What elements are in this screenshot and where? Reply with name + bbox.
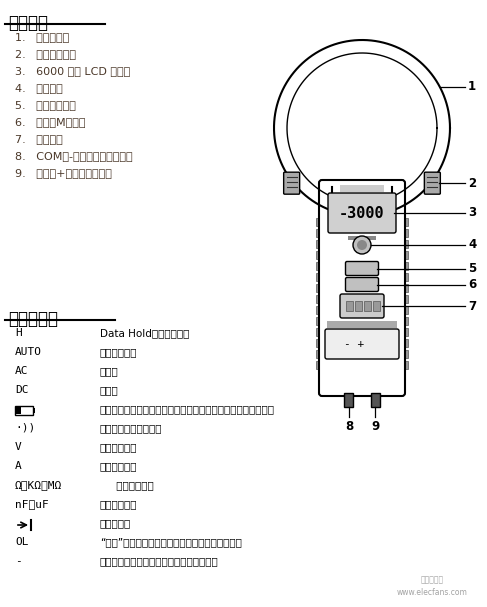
Bar <box>373 301 380 311</box>
Bar <box>402 262 408 270</box>
Bar <box>344 393 353 407</box>
Text: 负号（负值），当测量值为负数时用此符号: 负号（负值），当测量值为负数时用此符号 <box>100 556 219 566</box>
Text: 8: 8 <box>345 420 353 433</box>
Text: 5: 5 <box>468 262 476 275</box>
Text: 电子发烧友
www.elecfans.com: 电子发烧友 www.elecfans.com <box>396 575 468 597</box>
Bar <box>316 306 322 314</box>
Bar <box>316 295 322 303</box>
Text: 自动量程模式: 自动量程模式 <box>100 347 137 357</box>
Text: AC: AC <box>15 366 29 376</box>
Text: 电压测量单位: 电压测量单位 <box>100 442 137 452</box>
Text: A: A <box>15 461 22 471</box>
Bar <box>402 361 408 369</box>
Bar <box>402 284 408 292</box>
Text: Data Hold（数据保持）: Data Hold（数据保持） <box>100 328 189 338</box>
Bar <box>316 284 322 292</box>
Text: 交流电: 交流电 <box>100 366 119 376</box>
Bar <box>33 408 35 413</box>
Bar <box>316 361 322 369</box>
Bar <box>316 229 322 237</box>
Text: 2.   钳头锁定装置: 2. 钳头锁定装置 <box>15 49 76 59</box>
Bar <box>402 273 408 281</box>
Text: 7.   功能拨盘: 7. 功能拨盘 <box>15 134 63 144</box>
FancyBboxPatch shape <box>319 180 405 396</box>
Text: 电阻测量单位: 电阻测量单位 <box>100 480 154 490</box>
Text: 电量低图标（当测量值可能不在规定范围内时，图标开始闪烁）: 电量低图标（当测量值可能不在规定范围内时，图标开始闪烁） <box>100 404 275 414</box>
Text: 7: 7 <box>468 299 476 313</box>
Bar <box>402 240 408 248</box>
Bar <box>402 218 408 226</box>
Bar <box>402 350 408 358</box>
Bar <box>402 251 408 259</box>
Text: 2: 2 <box>468 177 476 189</box>
Text: V: V <box>15 442 22 452</box>
Text: 导通性警报（蜂鸣器）: 导通性警报（蜂鸣器） <box>100 423 163 433</box>
Text: 3: 3 <box>468 206 476 220</box>
Circle shape <box>357 240 367 250</box>
Text: 3.   6000 计数 LCD 显示屏: 3. 6000 计数 LCD 显示屏 <box>15 66 130 76</box>
Bar <box>316 339 322 347</box>
FancyBboxPatch shape <box>345 277 378 291</box>
Bar <box>402 317 408 325</box>
Text: “过载”，即测量（电压、电流和电阻）时超出量程: “过载”，即测量（电压、电流和电阻）时超出量程 <box>100 537 242 547</box>
Bar <box>346 301 353 311</box>
Bar <box>402 306 408 314</box>
FancyBboxPatch shape <box>325 329 399 359</box>
Bar <box>402 295 408 303</box>
Bar <box>316 328 322 336</box>
Bar <box>316 262 322 270</box>
Polygon shape <box>287 53 437 203</box>
Bar <box>316 350 322 358</box>
Bar <box>327 321 397 328</box>
Circle shape <box>353 236 371 254</box>
Text: 4.   电源按钮: 4. 电源按钮 <box>15 83 63 93</box>
Bar <box>364 301 371 311</box>
Bar <box>402 339 408 347</box>
Text: 6.   模式（M）按钮: 6. 模式（M）按钮 <box>15 117 86 127</box>
Text: 电流测量单位: 电流测量单位 <box>100 461 137 471</box>
Text: 1: 1 <box>468 80 476 93</box>
Text: 6: 6 <box>468 278 476 291</box>
Text: nF、uF: nF、uF <box>15 499 49 509</box>
Text: -: - <box>15 556 22 566</box>
Text: H: H <box>15 328 22 338</box>
Text: DC: DC <box>15 385 29 395</box>
Text: OL: OL <box>15 537 29 547</box>
Bar <box>340 185 384 192</box>
Bar <box>316 218 322 226</box>
FancyBboxPatch shape <box>328 193 396 233</box>
Text: Ω、KΩ、MΩ: Ω、KΩ、MΩ <box>15 480 62 490</box>
Bar <box>348 236 376 240</box>
Bar <box>402 229 408 237</box>
Text: 4: 4 <box>468 239 476 251</box>
Text: 8.   COM（-）测试导线输入端子: 8. COM（-）测试导线输入端子 <box>15 151 132 161</box>
Bar <box>371 393 380 407</box>
Text: 电容测量单位: 电容测量单位 <box>100 499 137 509</box>
Bar <box>316 317 322 325</box>
Text: 显示屏图标: 显示屏图标 <box>8 310 58 328</box>
Text: 二极管测量: 二极管测量 <box>100 518 131 528</box>
Bar <box>316 240 322 248</box>
Bar <box>16 407 21 414</box>
Bar <box>355 301 362 311</box>
Text: 直流电: 直流电 <box>100 385 119 395</box>
Bar <box>316 273 322 281</box>
Polygon shape <box>274 40 450 216</box>
Text: ·)): ·)) <box>15 423 35 433</box>
FancyBboxPatch shape <box>283 172 300 194</box>
FancyBboxPatch shape <box>424 172 440 194</box>
Text: 仪表说明: 仪表说明 <box>8 14 48 32</box>
Bar <box>316 251 322 259</box>
Text: 5.   数据保持按钮: 5. 数据保持按钮 <box>15 100 76 110</box>
Text: 9.   正极（+）测试导线端子: 9. 正极（+）测试导线端子 <box>15 168 112 178</box>
Bar <box>402 328 408 336</box>
FancyBboxPatch shape <box>340 294 384 318</box>
Text: AUTO: AUTO <box>15 347 42 357</box>
Text: -3000: -3000 <box>339 206 385 222</box>
Text: 1.   柔性电流钳: 1. 柔性电流钳 <box>15 32 69 42</box>
FancyBboxPatch shape <box>345 262 378 276</box>
Text: 9: 9 <box>371 420 379 433</box>
Text: - +: - + <box>344 339 364 349</box>
